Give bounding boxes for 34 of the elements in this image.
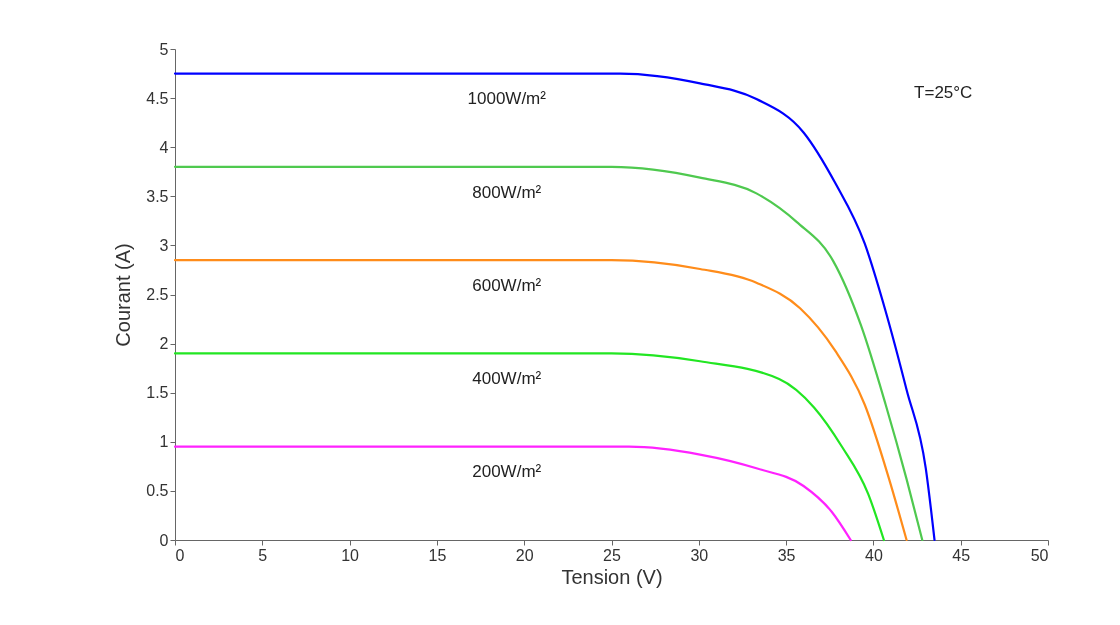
y-tick-label: 4.5: [146, 89, 169, 107]
series-label: 400W/m²: [472, 369, 542, 389]
x-tick-label: 25: [603, 546, 621, 564]
y-tick-label: 2: [159, 335, 169, 353]
y-tick-label: 5: [159, 40, 169, 58]
y-tick-label: 1.5: [146, 384, 169, 402]
x-tick-label: 0: [175, 546, 185, 564]
x-tick-label: 5: [258, 546, 268, 564]
x-tick-label: 30: [690, 546, 709, 564]
x-tick-label: 45: [952, 546, 971, 564]
series-label: 800W/m²: [472, 182, 542, 202]
line-series: [173, 165, 924, 542]
x-tick-label: 15: [428, 546, 447, 564]
line-series: [173, 445, 852, 542]
x-axis-title: Tension (V): [561, 565, 663, 588]
y-tick-label: 3.5: [146, 187, 169, 205]
series-label: 600W/m²: [472, 275, 542, 295]
y-tick-label: 0: [159, 531, 169, 549]
y-tick-label: 0.5: [146, 482, 169, 500]
x-tick-label: 35: [777, 546, 796, 564]
series-label: 200W/m²: [472, 462, 542, 482]
y-tick-label: 2.5: [146, 286, 169, 303]
annotation: T=25°C: [914, 83, 973, 103]
y-axis-title: Courant (A): [112, 243, 135, 347]
x-tick-label: 20: [515, 546, 534, 564]
x-tick-label: 40: [865, 546, 883, 564]
line-series: [173, 259, 908, 542]
y-tick-label: 1: [159, 433, 169, 451]
x-tick-label: 10: [341, 546, 360, 564]
y-tick-label: 4: [159, 138, 169, 156]
line-series: [173, 352, 885, 542]
y-tick-label: 3: [159, 236, 169, 254]
x-tick-label: 50: [1030, 546, 1049, 564]
series-label: 1000W/m²: [467, 89, 547, 109]
